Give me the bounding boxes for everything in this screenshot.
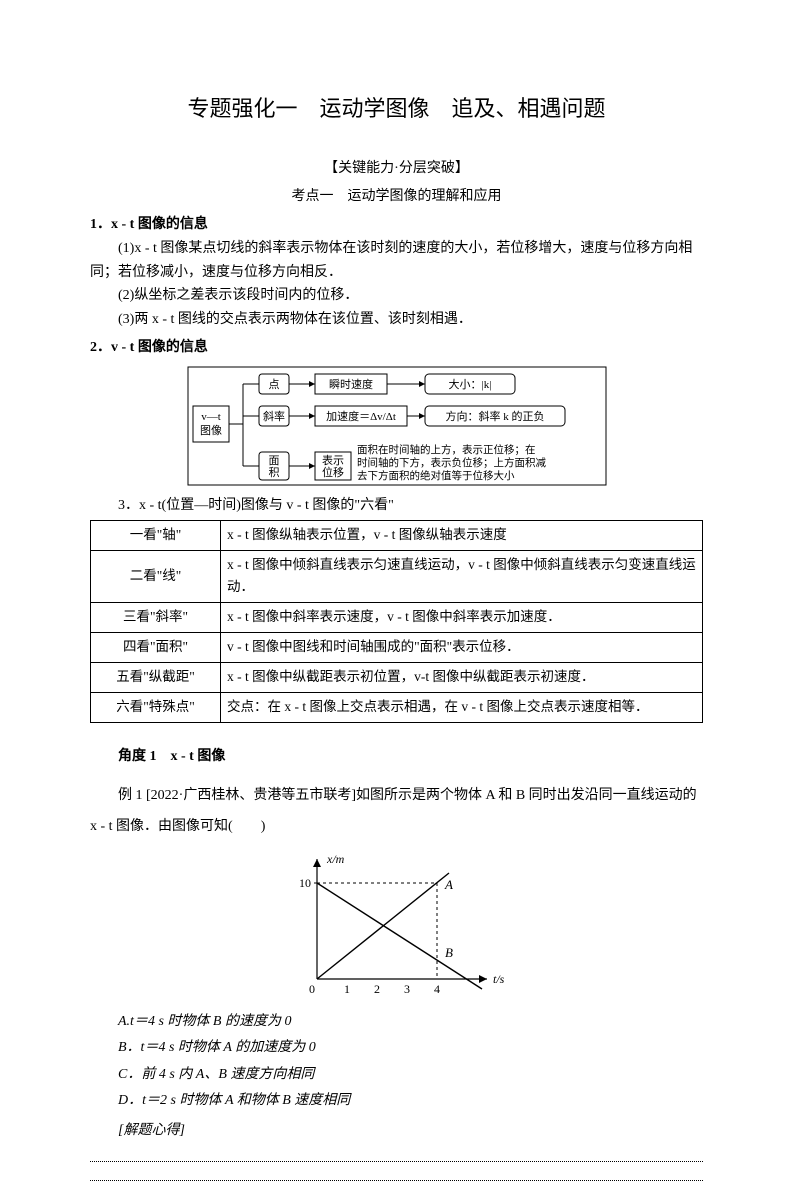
- row-label: 一看"轴": [91, 520, 221, 550]
- dotted-line: [90, 1161, 703, 1162]
- row-desc: v ­- t 图像中图线和时间轴围成的"面积"表示位移．: [221, 633, 703, 663]
- row-label: 二看"线": [91, 550, 221, 603]
- option-B: B．t＝4 s 时物体 A 的加速度为 0: [90, 1035, 703, 1062]
- svg-text:瞬时速度: 瞬时速度: [329, 377, 373, 391]
- vt-diagram-wrap: v—t 图像 点 斜率 面 积 瞬时速度 加速度＝Δv/Δt 表示 位移: [90, 366, 703, 486]
- svg-text:图像: 图像: [200, 424, 222, 437]
- svg-text:大小：|k|: 大小：|k|: [448, 377, 491, 391]
- table-row: 一看"轴" x ­- t 图像纵轴表示位置，v ­- t 图像纵轴表示速度: [91, 520, 703, 550]
- row-desc: x ­- t 图像中斜率表示速度，v ­- t 图像中斜率表示加速度．: [221, 603, 703, 633]
- key-ability-heading: 【关键能力·分层突破】: [90, 157, 703, 181]
- row-desc: 交点：在 x ­- t 图像上交点表示相遇，在 v ­- t 图像上交点表示速度…: [221, 693, 703, 723]
- row-label: 四看"面积": [91, 633, 221, 663]
- table-row: 五看"纵截距" x ­- t 图像中纵截距表示初位置，v­-t 图像中纵截距表示…: [91, 663, 703, 693]
- six-look-table: 一看"轴" x ­- t 图像纵轴表示位置，v ­- t 图像纵轴表示速度 二看…: [90, 520, 703, 724]
- section-3-heading: 3．x ­- t(位置—时间)图像与 v ­- t 图像的"六看": [90, 494, 703, 518]
- svg-text:表示: 表示: [322, 453, 344, 467]
- row-desc: x ­- t 图像中倾斜直线表示匀速直线运动，v ­- t 图像中倾斜直线表示匀…: [221, 550, 703, 603]
- table-row: 三看"斜率" x ­- t 图像中斜率表示速度，v ­- t 图像中斜率表示加速…: [91, 603, 703, 633]
- y-axis-label: x/m: [326, 852, 345, 866]
- answer-lines: [90, 1161, 703, 1181]
- row-desc: x ­- t 图像中纵截距表示初位置，v­-t 图像中纵截距表示初速度．: [221, 663, 703, 693]
- option-A: A.t＝4 s 时物体 B 的速度为 0: [90, 1009, 703, 1036]
- svg-text:点: 点: [268, 378, 279, 391]
- options-block: A.t＝4 s 时物体 B 的速度为 0 B．t＝4 s 时物体 A 的加速度为…: [90, 1009, 703, 1115]
- svg-text:积: 积: [268, 466, 279, 479]
- table-row: 四看"面积" v ­- t 图像中图线和时间轴围成的"面积"表示位移．: [91, 633, 703, 663]
- svg-text:斜率: 斜率: [263, 409, 285, 423]
- page-title: 专题强化一 运动学图像 追及、相遇问题: [90, 90, 703, 127]
- example-1-text: 例 1 [2022·广西桂林、贵港等五市联考]如图所示是两个物体 A 和 B 同…: [90, 781, 703, 843]
- row-desc: x ­- t 图像纵轴表示位置，v ­- t 图像纵轴表示速度: [221, 520, 703, 550]
- svg-text:v—t: v—t: [201, 411, 221, 423]
- option-D: D．t＝2 s 时物体 A 和物体 B 速度相同: [90, 1088, 703, 1115]
- x-axis-label: t/s: [493, 972, 505, 986]
- xt-chart: x/m t/s 10 1 2 3 4 0 A B: [287, 849, 507, 999]
- svg-text:位移: 位移: [322, 465, 344, 479]
- section-1-p2: (2)纵坐标之差表示该段时间内的位移．: [90, 284, 703, 308]
- table-row: 六看"特殊点" 交点：在 x ­- t 图像上交点表示相遇，在 v ­- t 图…: [91, 693, 703, 723]
- point-A-label: A: [444, 877, 453, 892]
- notes-label: [解题心得]: [90, 1119, 703, 1143]
- option-C: C．前 4 s 内 A、B 速度方向相同: [90, 1062, 703, 1089]
- x-tick: 1: [344, 982, 350, 996]
- origin-label: 0: [309, 982, 315, 996]
- row-label: 六看"特殊点": [91, 693, 221, 723]
- row-label: 三看"斜率": [91, 603, 221, 633]
- angle-heading: 角度 1 x ­- t 图像: [90, 745, 703, 769]
- point-B-label: B: [445, 945, 453, 960]
- svg-text:方向：斜率 k 的正负: 方向：斜率 k 的正负: [445, 409, 544, 423]
- section-2-heading: 2．v ­- t 图像的信息: [90, 336, 703, 360]
- kaodian-heading: 考点一 运动学图像的理解和应用: [90, 185, 703, 209]
- section-1-heading: 1．x ­- t 图像的信息: [90, 213, 703, 237]
- row-label: 五看"纵截距": [91, 663, 221, 693]
- svg-text:面: 面: [268, 455, 279, 467]
- y-tick-10: 10: [299, 876, 311, 890]
- table-row: 二看"线" x ­- t 图像中倾斜直线表示匀速直线运动，v ­- t 图像中倾…: [91, 550, 703, 603]
- vt-diagram: v—t 图像 点 斜率 面 积 瞬时速度 加速度＝Δv/Δt 表示 位移: [187, 366, 607, 486]
- x-tick: 3: [404, 982, 410, 996]
- x-tick: 2: [374, 982, 380, 996]
- xt-chart-wrap: x/m t/s 10 1 2 3 4 0 A B: [90, 849, 703, 999]
- section-1-p1: (1)x ­- t 图像某点切线的斜率表示物体在该时刻的速度的大小，若位移增大，…: [90, 237, 703, 285]
- x-tick: 4: [434, 982, 440, 996]
- section-1-p3: (3)两 x ­- t 图线的交点表示两物体在该位置、该时刻相遇．: [90, 308, 703, 332]
- svg-text:加速度＝Δv/Δt: 加速度＝Δv/Δt: [326, 409, 396, 423]
